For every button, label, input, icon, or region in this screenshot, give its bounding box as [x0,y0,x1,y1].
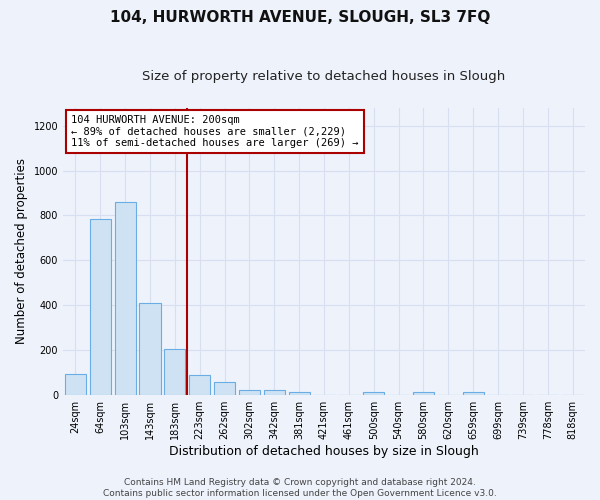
Bar [115,202,136,394]
Bar [139,303,161,394]
Bar [239,390,260,394]
Bar [65,374,86,394]
Bar [164,349,185,395]
Bar [189,375,211,394]
Bar [413,392,434,394]
Text: Contains HM Land Registry data © Crown copyright and database right 2024.
Contai: Contains HM Land Registry data © Crown c… [103,478,497,498]
Text: 104 HURWORTH AVENUE: 200sqm
← 89% of detached houses are smaller (2,229)
11% of : 104 HURWORTH AVENUE: 200sqm ← 89% of det… [71,115,358,148]
Bar [90,219,111,394]
X-axis label: Distribution of detached houses by size in Slough: Distribution of detached houses by size … [169,444,479,458]
Bar [363,392,384,394]
Y-axis label: Number of detached properties: Number of detached properties [15,158,28,344]
Bar [264,390,285,394]
Title: Size of property relative to detached houses in Slough: Size of property relative to detached ho… [142,70,506,83]
Bar [463,392,484,394]
Bar [214,382,235,394]
Text: 104, HURWORTH AVENUE, SLOUGH, SL3 7FQ: 104, HURWORTH AVENUE, SLOUGH, SL3 7FQ [110,10,490,25]
Bar [289,392,310,394]
